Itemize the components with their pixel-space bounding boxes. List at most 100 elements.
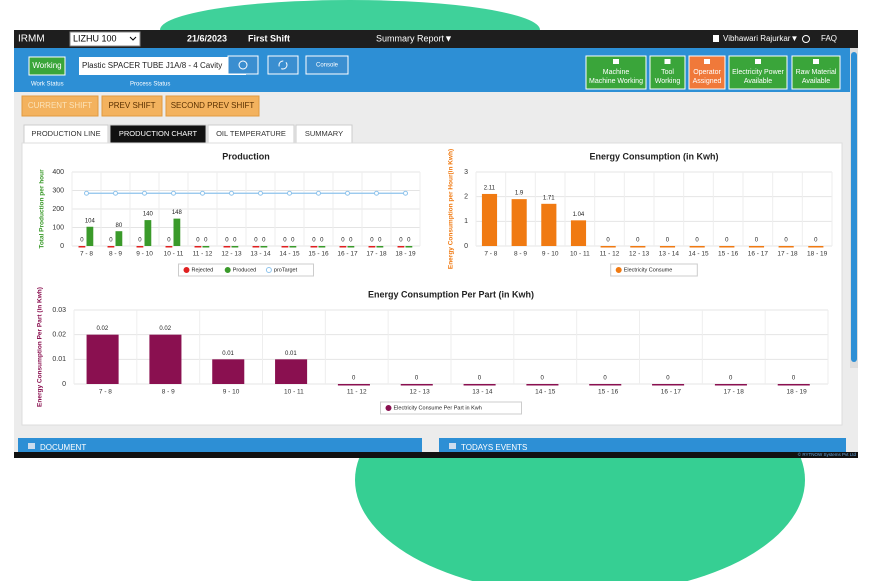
bar: [339, 246, 347, 248]
bar-value-label: 0.01: [285, 351, 297, 357]
tile-subtitle: Assigned: [693, 78, 722, 85]
bar-value-label: 148: [172, 210, 183, 216]
x-tick-label: 18 - 19: [395, 251, 416, 258]
process-field[interactable]: [79, 57, 246, 75]
x-tick-label: 10 - 11: [570, 251, 590, 258]
chart-title: Production: [222, 151, 270, 161]
bar-value-label: 0: [352, 376, 356, 382]
legend-label[interactable]: Rejected: [192, 267, 214, 273]
legend-label[interactable]: Electricity Consume: [624, 267, 673, 273]
events-title[interactable]: TODAYS EVENTS: [461, 443, 527, 452]
target-point: [142, 190, 147, 196]
work-status-text: Working: [32, 61, 61, 70]
stop-icon: [238, 60, 248, 70]
bar: [231, 246, 239, 248]
bar-value-label: 0: [792, 376, 796, 382]
tile-title: Raw Material: [796, 69, 837, 76]
console-button[interactable]: [305, 55, 349, 75]
bar: [144, 220, 152, 246]
tile-subtitle: Available: [744, 78, 772, 85]
bar-value-label: 1.71: [543, 195, 555, 201]
report-menu[interactable]: Summary Report▼: [376, 33, 453, 43]
tile-subtitle: Available: [802, 78, 830, 85]
x-tick-label: 17 - 18: [724, 389, 745, 396]
y-tick-label: 0.01: [52, 356, 66, 363]
document-panel: [18, 438, 422, 454]
top-bar: [14, 30, 858, 48]
panel-icon: [449, 443, 456, 449]
status-tile[interactable]: [585, 55, 647, 90]
bar: [275, 359, 308, 384]
bar-value-label: 0: [636, 238, 640, 244]
bar-value-label: 0: [603, 376, 607, 382]
work-status[interactable]: [28, 56, 66, 76]
bar-value-label: 0: [666, 238, 670, 244]
bar-value-label: 0: [666, 376, 670, 382]
legend-label[interactable]: Produced: [233, 267, 257, 273]
scroll-thumb[interactable]: [851, 52, 857, 362]
user-icon: [713, 35, 719, 42]
tab-text: PRODUCTION LINE: [31, 129, 100, 138]
bar: [86, 334, 119, 384]
target-point: [287, 190, 292, 196]
bar: [511, 199, 527, 246]
shift-button[interactable]: [165, 95, 260, 117]
x-tick-label: 10 - 11: [164, 251, 184, 258]
bar: [778, 246, 794, 248]
bar-value-label: 0: [262, 238, 266, 244]
app-name[interactable]: IRMM: [18, 34, 45, 45]
bar-value-label: 0.02: [97, 326, 109, 332]
bar-value-label: 0: [109, 238, 113, 244]
bar-value-label: 0: [729, 376, 733, 382]
bar: [397, 246, 405, 248]
shift-button[interactable]: [21, 95, 99, 117]
user-menu[interactable]: Vibhawari Rajurkar▼: [723, 34, 798, 43]
chart-panel: [21, 142, 843, 426]
bar: [318, 246, 326, 248]
console-text: Console: [316, 63, 339, 69]
target-point: [345, 190, 350, 196]
target-point: [258, 190, 263, 196]
footer-text: © RYTNOW Systems Pvt Ltd: [798, 451, 857, 457]
bar-value-label: 0: [138, 238, 142, 244]
bar-value-label: 0: [784, 238, 788, 244]
bar: [400, 384, 433, 386]
footer: [14, 452, 858, 458]
bar: [173, 218, 181, 246]
legend-swatch: [265, 267, 272, 273]
tile-icon: [613, 59, 619, 64]
bar-value-label: 0: [254, 238, 258, 244]
select-arrow: [129, 36, 137, 41]
bar: [689, 246, 705, 248]
legend-swatch: [615, 267, 622, 273]
shift-button[interactable]: [101, 95, 163, 117]
power-icon[interactable]: [802, 35, 810, 43]
tile-icon: [664, 59, 671, 64]
y-axis-label: Total Production per hour: [39, 169, 46, 249]
legend-label[interactable]: proTarget: [274, 267, 298, 273]
faq-link[interactable]: FAQ: [821, 34, 837, 43]
target-point: [200, 190, 205, 196]
target-point: [374, 190, 379, 196]
x-tick-label: 15 - 16: [718, 251, 739, 258]
bar: [107, 246, 115, 248]
tile-title: Electricity Power: [732, 69, 784, 76]
chart-title: Energy Consumption (in Kwh): [590, 151, 719, 161]
bar-value-label: 0.01: [222, 351, 234, 357]
legend-box: [610, 263, 698, 277]
bar: [659, 246, 676, 248]
document-title[interactable]: DOCUMENT: [40, 443, 86, 452]
bar-value-label: 0: [225, 238, 229, 244]
machine-select[interactable]: [69, 31, 141, 47]
events-panel: [439, 438, 846, 454]
x-tick-label: 12 - 13: [221, 251, 242, 258]
bar: [777, 384, 810, 386]
refresh-button[interactable]: [267, 55, 299, 75]
x-tick-label: 7 - 8: [80, 251, 93, 258]
legend-label[interactable]: Electricity Consume Per Part in Kwh: [394, 405, 482, 411]
bar: [202, 246, 210, 248]
bar-value-label: 0: [378, 238, 382, 244]
bar: [748, 246, 765, 248]
shift-buttons: CURRENT SHIFT PREV SHIFT SECOND PREV SHIFT: [21, 95, 260, 117]
stop-button[interactable]: [227, 55, 259, 75]
